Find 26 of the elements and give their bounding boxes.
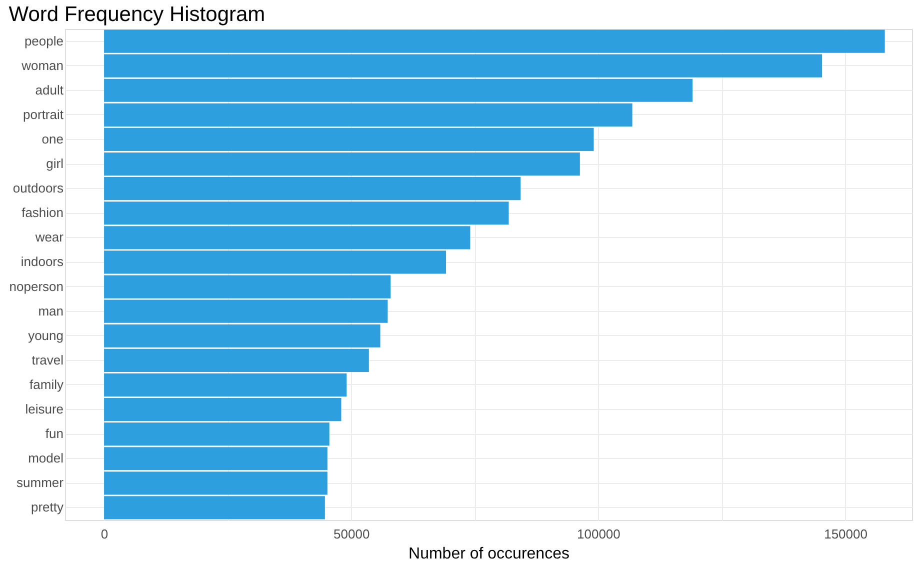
- y-tick-label: fun: [45, 426, 64, 442]
- y-tick-label: man: [38, 303, 64, 318]
- x-tick-label: 150000: [824, 526, 868, 542]
- y-tick-label: people: [24, 33, 64, 48]
- x-tick-label: 100000: [577, 526, 620, 542]
- x-axis-title: Number of occurences: [408, 546, 570, 562]
- y-tick-label: adult: [35, 82, 64, 98]
- y-tick-label: one: [42, 131, 64, 146]
- y-tick-label: girl: [46, 156, 64, 172]
- y-tick-label: indoors: [20, 254, 64, 270]
- y-tick-label: noperson: [9, 278, 64, 294]
- y-tick-label: wear: [34, 230, 64, 245]
- y-tick-label: woman: [20, 58, 64, 73]
- y-tick-label: outdoors: [12, 180, 64, 196]
- y-tick-label: family: [30, 376, 64, 392]
- y-tick-label: pretty: [30, 500, 64, 515]
- x-tick-label: 50000: [334, 526, 370, 542]
- y-tick-label: travel: [32, 352, 64, 368]
- y-tick-label: young: [28, 328, 64, 343]
- chart-title: Word Frequency Histogram: [8, 3, 266, 26]
- y-tick-label: portrait: [23, 106, 64, 122]
- x-tick-label: 0: [100, 526, 108, 542]
- y-tick-label: fashion: [22, 205, 64, 220]
- y-tick-label: leisure: [25, 402, 64, 417]
- y-tick-label: model: [28, 450, 64, 466]
- y-tick-label: summer: [16, 475, 64, 490]
